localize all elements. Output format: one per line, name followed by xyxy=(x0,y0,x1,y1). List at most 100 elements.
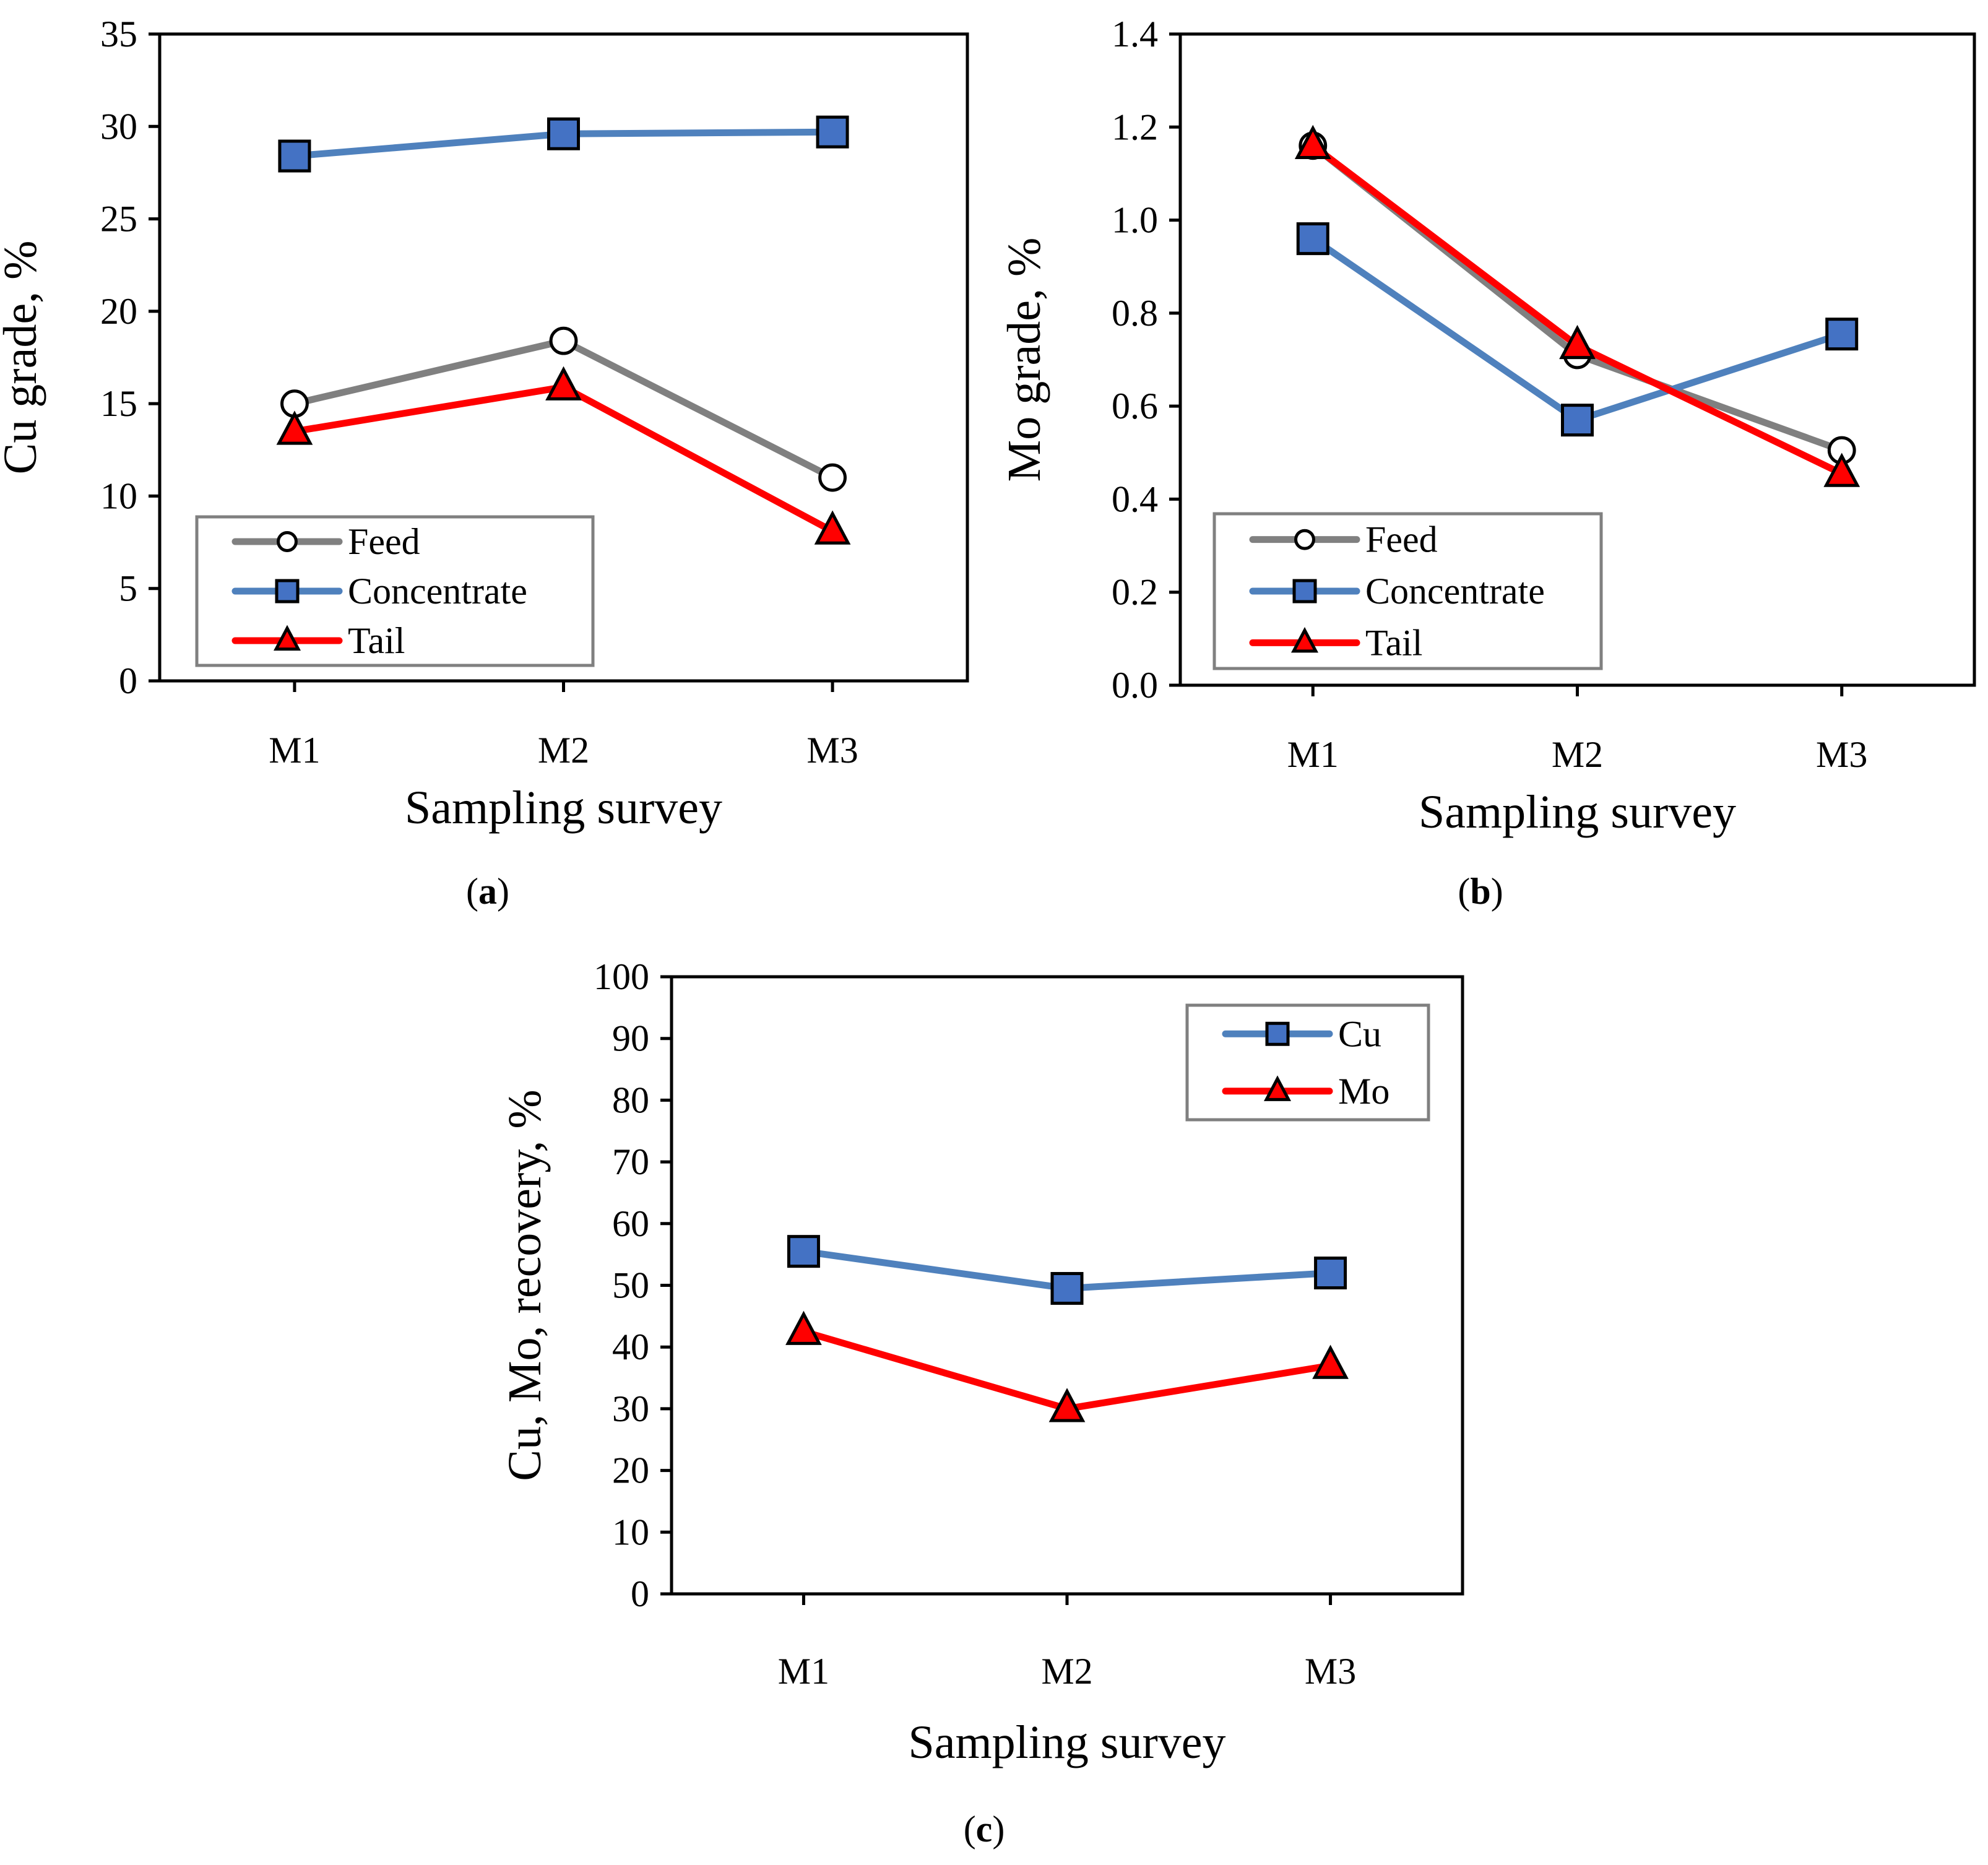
x-tick-label: M3 xyxy=(1305,1651,1356,1692)
legend: Cu Mo xyxy=(1185,1003,1430,1122)
data-point-feed-m2 xyxy=(549,326,578,355)
legend-marker xyxy=(273,625,301,651)
y-tick-label: 30 xyxy=(612,1388,649,1429)
data-point-concentrate-m1 xyxy=(1296,222,1329,256)
y-tick-label: 1.0 xyxy=(1112,200,1158,241)
legend-marker xyxy=(1294,529,1315,550)
legend-label: Concentrate xyxy=(348,571,527,612)
legend-marker xyxy=(1290,626,1319,653)
legend-label: Feed xyxy=(1365,519,1438,560)
y-tick-label: 20 xyxy=(100,291,137,332)
y-axis-title: Mo grade, % xyxy=(998,238,1050,482)
y-tick-label: 0 xyxy=(119,660,137,701)
caption-open: ( xyxy=(964,1809,976,1850)
series-line-tail xyxy=(291,383,836,535)
x-tick-label: M2 xyxy=(1041,1651,1092,1692)
caption: (a) xyxy=(466,871,509,912)
data-point-tail-m2 xyxy=(545,366,582,400)
caption-close: ) xyxy=(992,1809,1005,1850)
y-tick-label: 20 xyxy=(612,1450,649,1491)
x-tick-label: M1 xyxy=(1287,734,1339,775)
y-tick-label: 0.0 xyxy=(1112,665,1158,706)
chart-b: 0.0 0.2 0.4 0.6 0.8 1.0 1.2 1.4 M1 M2 M3 Sampling s… xyxy=(998,14,1976,912)
y-tick-label: 30 xyxy=(100,106,137,147)
y-tick-label: 0.2 xyxy=(1112,572,1158,613)
data-point-concentrate-m3 xyxy=(1825,318,1859,351)
data-point-concentrate-m1 xyxy=(278,139,311,173)
y-tick-label: 5 xyxy=(119,568,137,609)
legend-box xyxy=(1185,1003,1430,1122)
x-tick-label: M1 xyxy=(778,1651,829,1692)
legend-marker xyxy=(277,531,298,552)
y-tick-label: 10 xyxy=(100,475,137,516)
legend-marker xyxy=(275,579,300,604)
y-tick-label: 50 xyxy=(612,1265,649,1306)
data-point-tail-m2 xyxy=(1559,324,1596,360)
data-point-feed-m3 xyxy=(818,463,847,492)
legend-label: Concentrate xyxy=(1365,571,1545,612)
chart-a: 0 5 10 15 20 25 30 35 M1 M2 M3 Sampling survey Cu gr… xyxy=(0,14,969,912)
y-tick-label: 35 xyxy=(100,14,137,54)
y-tick-label: 80 xyxy=(612,1080,649,1120)
caption-open: ( xyxy=(466,871,478,912)
y-tick-label: 40 xyxy=(612,1326,649,1367)
data-point-mo-m3 xyxy=(1312,1344,1349,1379)
x-axis-title: Sampling survey xyxy=(405,782,722,834)
data-point-concentrate-m3 xyxy=(816,115,849,149)
data-point-concentrate-m2 xyxy=(1561,404,1594,437)
series-line-feed xyxy=(291,337,836,482)
legend-label: Tail xyxy=(348,620,405,661)
caption-letter: a xyxy=(478,871,497,912)
legend-marker xyxy=(1263,1075,1292,1101)
data-point-tail-m3 xyxy=(1823,452,1861,487)
legend: Feed Concentrate Tail xyxy=(1212,512,1603,670)
y-axis-title: Cu grade, % xyxy=(0,241,46,475)
y-tick-label: 0.4 xyxy=(1112,478,1158,519)
legend-label: Mo xyxy=(1338,1071,1389,1112)
y-tick-label: 0 xyxy=(631,1573,649,1614)
chart-c: 0 10 20 30 40 50 60 70 80 90 100 M1 M2 M3 Sampling sur… xyxy=(499,956,1464,1850)
data-point-tail-m3 xyxy=(814,510,851,545)
legend-label: Feed xyxy=(348,521,420,562)
caption-close: ) xyxy=(1491,871,1503,912)
legend-marker xyxy=(1265,1021,1290,1046)
y-tick-label: 70 xyxy=(612,1141,649,1182)
legend-marker xyxy=(1292,579,1317,604)
data-point-cu-m2 xyxy=(1050,1271,1084,1305)
data-point-mo-m2 xyxy=(1048,1388,1086,1422)
y-tick-label: 100 xyxy=(594,956,649,997)
x-tick-label: M1 xyxy=(269,730,320,771)
y-tick-label: 60 xyxy=(612,1203,649,1244)
y-tick-label: 10 xyxy=(612,1512,649,1552)
caption: (b) xyxy=(1458,871,1503,912)
x-tick-label: M3 xyxy=(1816,734,1867,775)
y-tick-label: 0.6 xyxy=(1112,386,1158,426)
y-tick-label: 0.8 xyxy=(1112,293,1158,334)
caption-letter: b xyxy=(1470,871,1490,912)
legend: Feed Concentrate Tail xyxy=(195,515,595,667)
caption-close: ) xyxy=(497,871,509,912)
y-tick-label: 25 xyxy=(100,199,137,240)
data-point-cu-m3 xyxy=(1314,1257,1347,1290)
caption-letter: c xyxy=(976,1809,993,1850)
data-point-cu-m1 xyxy=(787,1235,820,1268)
x-axis-title: Sampling survey xyxy=(1419,786,1736,838)
data-point-tail-m1 xyxy=(1294,124,1331,159)
x-tick-label: M3 xyxy=(806,730,858,771)
y-tick-label: 1.2 xyxy=(1112,106,1158,147)
y-tick-label: 1.4 xyxy=(1112,14,1158,54)
y-axis-title: Cu, Mo, recovery, % xyxy=(499,1089,551,1481)
data-point-tail-m1 xyxy=(276,410,313,445)
x-tick-label: M2 xyxy=(1552,734,1603,775)
caption-open: ( xyxy=(1458,871,1470,912)
x-axis-title: Sampling survey xyxy=(909,1716,1226,1768)
data-point-concentrate-m2 xyxy=(547,117,580,150)
x-tick-label: M2 xyxy=(538,730,589,771)
caption: (c) xyxy=(964,1809,1005,1850)
legend-label: Cu xyxy=(1338,1013,1381,1054)
y-tick-label: 15 xyxy=(100,383,137,424)
y-tick-label: 90 xyxy=(612,1018,649,1059)
legend-label: Tail xyxy=(1365,622,1422,663)
data-point-mo-m1 xyxy=(785,1310,822,1345)
